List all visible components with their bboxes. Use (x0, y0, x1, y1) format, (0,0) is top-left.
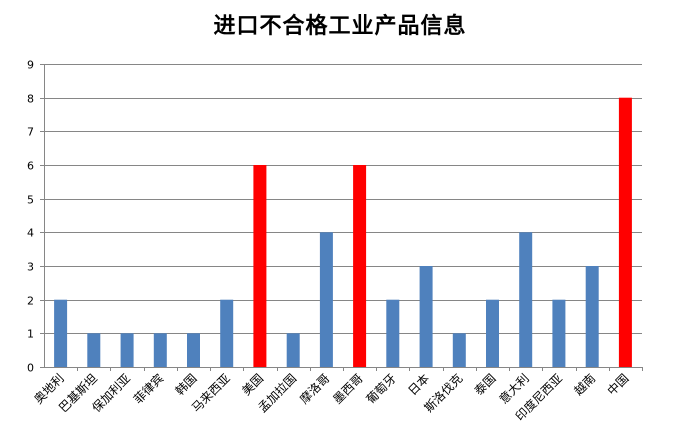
chart-title: 进口不合格工业产品信息 (213, 13, 467, 39)
y-tick-label: 2 (27, 295, 34, 308)
bar-9 (319, 232, 333, 367)
axes (40, 64, 643, 371)
bar-17 (585, 266, 599, 367)
bar-18 (618, 97, 632, 367)
bar-5 (187, 333, 200, 367)
x-tick-label: 泰国 (472, 371, 499, 398)
y-tick-label: 5 (27, 194, 34, 207)
x-tick-label: 摩洛哥 (296, 371, 332, 407)
bar-4 (153, 333, 167, 367)
x-tick-label: 菲律宾 (130, 371, 166, 407)
y-tick-label: 1 (27, 328, 34, 341)
gridlines (44, 64, 642, 334)
y-tick-label: 6 (27, 160, 34, 173)
y-tick-label: 8 (27, 93, 34, 106)
bar-10 (353, 165, 367, 367)
bars (54, 97, 632, 367)
x-tick-label: 墨西哥 (330, 371, 365, 406)
bar-8 (286, 333, 300, 367)
y-tick-label: 0 (27, 362, 34, 375)
x-tick-label: 韩国 (172, 371, 200, 399)
bar-11 (386, 299, 400, 367)
x-tick-label: 中国 (604, 371, 632, 399)
bar-2 (87, 333, 101, 367)
bar-3 (120, 333, 134, 367)
x-tick-label: 葡萄牙 (364, 371, 399, 406)
y-tick-label: 3 (27, 261, 34, 274)
bar-14 (486, 299, 499, 367)
bar-12 (419, 266, 433, 367)
bar-7 (253, 165, 267, 367)
bar-6 (220, 299, 234, 367)
bar-16 (552, 299, 566, 367)
y-tick-label: 9 (27, 59, 34, 72)
y-tick-label: 7 (27, 126, 34, 139)
bar-15 (519, 232, 533, 367)
y-tick-label: 4 (27, 227, 34, 240)
bar-13 (452, 333, 466, 367)
bar-1 (54, 299, 68, 367)
x-tick-label: 越南 (571, 371, 599, 399)
x-tick-label: 美国 (239, 371, 266, 398)
y-tick-labels: 0 1 2 3 4 5 6 7 8 9 (27, 59, 34, 375)
x-tick-label: 日本 (405, 371, 432, 398)
